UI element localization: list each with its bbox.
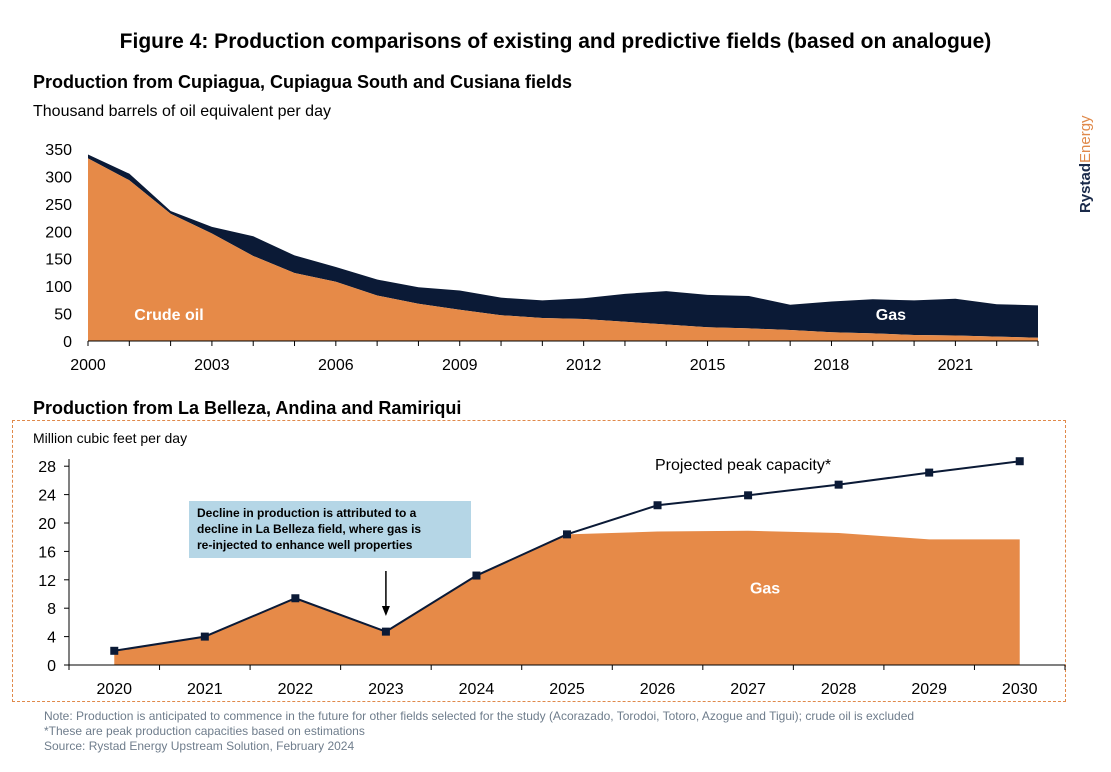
peak-capacity-marker — [381, 627, 390, 636]
y-tick-label: 250 — [45, 197, 72, 214]
brand-text: RystadEnergy — [1077, 115, 1094, 213]
peak-capacity-marker — [291, 594, 300, 603]
crude-oil-area — [88, 158, 1038, 341]
x-tick-label: 2025 — [549, 681, 585, 698]
gas-label: Gas — [750, 581, 780, 598]
y-tick-label: 28 — [38, 459, 56, 476]
y-tick-label: 100 — [45, 279, 72, 296]
y-tick-label: 0 — [63, 334, 72, 351]
x-tick-label: 2003 — [194, 357, 230, 374]
peak-capacity-marker — [110, 646, 119, 655]
x-tick-label: 2026 — [640, 681, 676, 698]
x-tick-label: 2027 — [730, 681, 766, 698]
gas-area — [88, 154, 1038, 338]
chart2-title: Production from La Belleza, Andina and R… — [33, 398, 462, 418]
x-tick-label: 2009 — [442, 357, 478, 374]
x-tick-label: 2023 — [368, 681, 404, 698]
chart1-svg: 0 50 100 150 200 250 300 350 2000 2003 2006 2009 201… — [45, 142, 1039, 374]
note-line: *These are peak production capacities ba… — [44, 724, 365, 738]
crude-oil-label: Crude oil — [134, 307, 203, 324]
y-tick-label: 24 — [38, 488, 56, 505]
annotation-arrow-head — [381, 606, 390, 616]
x-tick-label: 2018 — [814, 357, 850, 374]
y-tick-label: 12 — [38, 573, 56, 590]
peak-capacity-marker — [744, 491, 753, 500]
brand-part2: Energy — [1077, 115, 1094, 163]
annotation-line: re-injected to enhance well properties — [197, 538, 413, 552]
chart2-frame — [12, 420, 1066, 702]
peak-capacity-label: Projected peak capacity* — [655, 457, 831, 474]
brand-part1: Rystad — [1077, 163, 1094, 213]
y-tick-label: 16 — [38, 544, 56, 561]
x-tick-label: 2021 — [187, 681, 223, 698]
x-tick-label: 2012 — [566, 357, 602, 374]
annotation-line: Decline in production is attributed to a — [197, 506, 417, 520]
y-tick-label: 350 — [45, 142, 72, 159]
x-tick-label: 2006 — [318, 357, 354, 374]
y-tick-label: 0 — [47, 658, 56, 675]
peak-capacity-marker — [563, 530, 571, 539]
peak-capacity-marker — [653, 501, 662, 510]
x-tick-label: 2030 — [1002, 681, 1038, 698]
y-tick-label: 20 — [38, 516, 56, 533]
chart1-ylabel: Thousand barrels of oil equivalent per d… — [33, 103, 331, 120]
peak-capacity-marker — [1015, 457, 1024, 466]
figure-title: Figure 4: Production comparisons of exis… — [119, 30, 992, 53]
y-tick-label: 200 — [45, 224, 72, 241]
x-tick-label: 2015 — [690, 357, 726, 374]
peak-capacity-marker — [200, 632, 209, 641]
peak-capacity-marker — [925, 468, 934, 477]
chart2-ylabel: Million cubic feet per day — [33, 430, 188, 446]
x-tick-label: 2020 — [96, 681, 132, 698]
footnotes: Note: Production is anticipated to comme… — [44, 709, 914, 754]
y-tick-label: 4 — [47, 630, 56, 647]
x-tick-label: 2024 — [459, 681, 495, 698]
x-tick-label: 2028 — [821, 681, 857, 698]
x-tick-label: 2000 — [70, 357, 106, 374]
annotation-line: decline in La Belleza field, where gas i… — [197, 522, 422, 536]
x-tick-label: 2021 — [938, 357, 974, 374]
chart1-title: Production from Cupiagua, Cupiagua South… — [33, 72, 573, 92]
annotation-callout: Decline in production is attributed to a… — [189, 501, 471, 558]
y-tick-label: 50 — [54, 307, 72, 324]
y-tick-label: 8 — [47, 601, 56, 618]
x-tick-label: 2029 — [911, 681, 947, 698]
brand-logo: RystadEnergy — [1077, 115, 1094, 213]
x-tick-label: 2022 — [278, 681, 314, 698]
gas-area — [114, 530, 1020, 665]
peak-capacity-marker — [834, 480, 843, 489]
y-tick-label: 300 — [45, 169, 72, 186]
gas-label: Gas — [876, 307, 906, 324]
peak-capacity-marker — [472, 571, 481, 580]
note-line: Source: Rystad Energy Upstream Solution,… — [44, 739, 355, 753]
note-line: Note: Production is anticipated to comme… — [44, 709, 915, 723]
y-tick-label: 150 — [45, 252, 72, 269]
